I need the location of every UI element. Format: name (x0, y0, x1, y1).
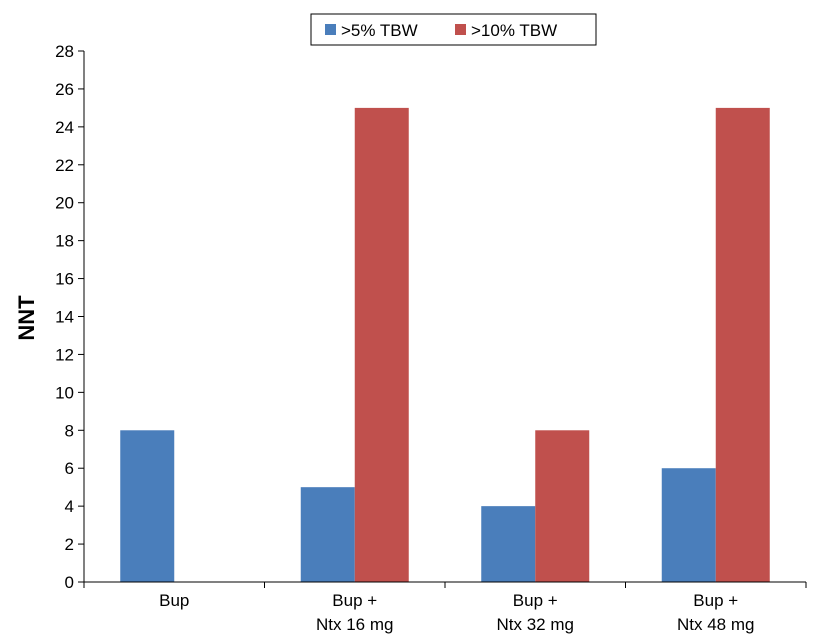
x-category-label: Bup + (693, 591, 738, 610)
bar-series-1-cat-3 (481, 506, 536, 582)
bar-series-2-cat-2 (354, 107, 409, 583)
y-axis-label: NNT (14, 295, 39, 341)
legend-label-series-2: >10% TBW (471, 21, 557, 40)
legend: >5% TBW >10% TBW (310, 13, 597, 46)
y-tick-label: 8 (65, 421, 74, 440)
bars (120, 107, 770, 583)
y-tick-label: 0 (65, 573, 74, 592)
x-axis-labels: Bup Bup + Ntx 16 mg Bup + Ntx 32 mg Bup + Ntx … (159, 591, 754, 634)
y-tick-label: 14 (55, 308, 74, 327)
legend-label-series-1: >5% TBW (341, 21, 418, 40)
bar-series-1-cat-4 (661, 468, 716, 582)
y-tick-label: 16 (55, 270, 74, 289)
y-tick-label: 26 (55, 80, 74, 99)
y-tick-label: 4 (65, 497, 74, 516)
y-tick-label: 12 (55, 345, 74, 364)
x-category-label: Bup + (513, 591, 558, 610)
legend-swatch-series-2 (455, 24, 466, 35)
bar-series-2-cat-4 (715, 107, 770, 583)
y-tick-label: 2 (65, 535, 74, 554)
x-category-label: Ntx 16 mg (316, 615, 393, 634)
y-tick-label: 18 (55, 232, 74, 251)
legend-swatch-series-1 (325, 24, 336, 35)
y-tick-label: 10 (55, 383, 74, 402)
legend-frame (310, 13, 597, 46)
x-category-label: Ntx 48 mg (677, 615, 754, 634)
axes (83, 51, 807, 588)
y-tick-label: 6 (65, 459, 74, 478)
x-category-label: Bup (159, 591, 189, 610)
y-tick-label: 28 (55, 42, 74, 61)
y-tick-label: 24 (55, 118, 74, 137)
y-tick-label: 20 (55, 194, 74, 213)
bar-series-1-cat-2 (300, 487, 355, 582)
x-category-label: Bup + (332, 591, 377, 610)
bar-series-2-cat-3 (535, 430, 590, 582)
x-category-label: Ntx 32 mg (497, 615, 574, 634)
y-tick-label: 22 (55, 156, 74, 175)
bar-series-1-cat-1 (120, 430, 175, 582)
